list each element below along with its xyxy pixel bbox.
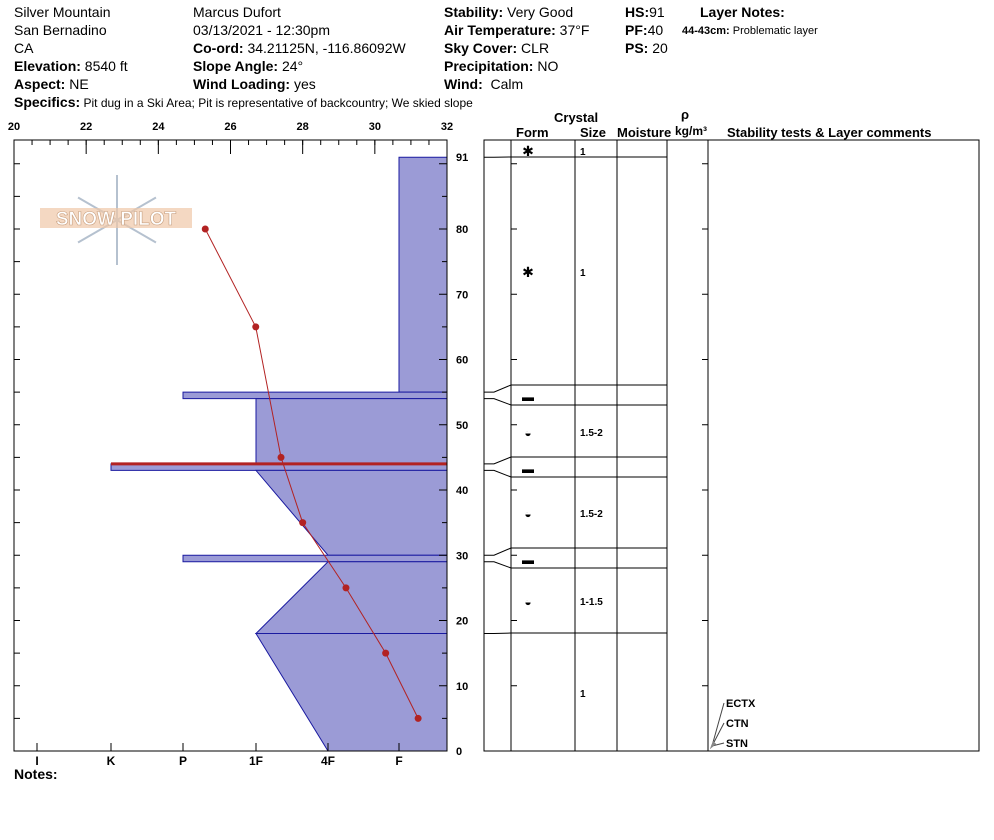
range: San Bernadino — [14, 22, 107, 38]
hardness-layer — [255, 633, 448, 752]
grain-form-icon: ◒ — [524, 426, 531, 440]
notes-label: Notes: — [14, 766, 58, 782]
observer: Marcus Dufort — [193, 4, 281, 20]
hardness-tick-label: 1F — [249, 754, 263, 768]
air-temp: Air Temperature: 37°F — [444, 22, 590, 38]
hs: HS:91 — [625, 4, 665, 20]
temp-tick-label: 30 — [369, 121, 381, 133]
grain-form-icon: ✱ — [522, 143, 534, 159]
temperature-point — [342, 584, 350, 592]
grain-form-icon: ▬ — [522, 390, 534, 404]
stability-test-label: CTN — [726, 718, 749, 730]
datetime: 03/13/2021 - 12:30pm — [193, 22, 330, 38]
coord: Co-ord: 34.21125N, -116.86092W — [193, 40, 406, 56]
specifics: Specifics: Pit dug in a Ski Area; Pit is… — [14, 94, 473, 110]
layer-connector — [484, 384, 512, 393]
temperature-point — [299, 519, 307, 527]
size-header: Size — [580, 125, 607, 140]
density-unit-header: kg/m³ — [675, 124, 708, 138]
rho-header: ρ — [681, 107, 690, 122]
depth-tick-label: 80 — [456, 224, 468, 236]
hardness-tick-label: K — [107, 754, 116, 768]
hardness-layer — [398, 156, 448, 393]
hardness-tick-label: F — [395, 754, 402, 768]
location: Silver Mountain — [14, 4, 111, 20]
layer-note: 44-43cm: Problematic layer — [682, 25, 818, 37]
temperature-point — [414, 714, 422, 722]
depth-tick-label: 70 — [456, 289, 468, 301]
grain-size: 1 — [580, 689, 586, 700]
moisture-header: Moisture — [617, 125, 672, 140]
temperature-point — [382, 649, 390, 657]
grain-form-icon: ✱ — [522, 264, 534, 280]
stability: Stability: Very Good — [444, 4, 574, 20]
slope-angle: Slope Angle: 24° — [193, 58, 304, 74]
depth-tick-label: 0 — [456, 746, 462, 758]
layer-connector — [484, 632, 512, 635]
temp-tick-label: 20 — [8, 121, 20, 133]
grain-form-icon: ◒ — [524, 595, 531, 609]
layer-connector — [484, 469, 512, 478]
stability-test-label: ECTX — [726, 698, 756, 710]
grain-size: 1.5-2 — [580, 509, 603, 520]
temp-tick-label: 32 — [441, 121, 453, 133]
hardness-layer — [182, 554, 448, 563]
precipitation: Precipitation: NO — [444, 58, 559, 74]
hardness-layer — [254, 469, 448, 556]
layer-connector — [484, 398, 512, 406]
temperature-point — [277, 453, 285, 461]
elevation: Elevation: 8540 ft — [14, 58, 128, 74]
layer-notes-label: Layer Notes: — [700, 4, 785, 20]
layer-table-frame — [483, 139, 980, 752]
temp-tick-label: 24 — [152, 121, 165, 133]
wind: Wind: Calm — [444, 76, 524, 92]
arrow-head-icon — [710, 741, 716, 749]
sky-cover: Sky Cover: CLR — [444, 40, 550, 56]
test-arrow — [711, 702, 725, 747]
stability-test-label: STN — [726, 738, 748, 750]
hardness-layer — [182, 391, 448, 400]
tests-header: Stability tests & Layer comments — [727, 125, 932, 140]
grain-size: 1 — [580, 147, 586, 158]
aspect: Aspect: NE — [14, 76, 89, 92]
grain-form-icon: ▬ — [522, 553, 534, 567]
crystal-header: Crystal — [554, 110, 599, 125]
state: CA — [14, 40, 34, 56]
wind-loading: Wind Loading: yes — [193, 76, 316, 92]
hardness-layer — [255, 398, 448, 465]
depth-tick-label: 30 — [456, 550, 468, 562]
grain-form-icon: ◒ — [524, 507, 531, 521]
hardness-tick-label: 4F — [321, 754, 335, 768]
depth-tick-label: 91 — [456, 152, 468, 164]
temp-tick-label: 28 — [297, 121, 309, 133]
hardness-tick-label: P — [179, 754, 187, 768]
logo-text: SNOW PILOT — [56, 209, 177, 230]
temp-tick-label: 22 — [80, 121, 92, 133]
depth-tick-label: 10 — [456, 681, 468, 693]
depth-tick-label: 60 — [456, 355, 468, 367]
grain-size: 1 — [580, 268, 586, 279]
temp-tick-label: 26 — [224, 121, 236, 133]
layer-connector — [484, 547, 512, 556]
depth-tick-label: 40 — [456, 485, 468, 497]
pf: PF:40 — [625, 22, 664, 38]
grain-size: 1-1.5 — [580, 597, 603, 608]
form-header: Form — [516, 125, 549, 140]
grain-size: 1.5-2 — [580, 428, 603, 439]
temperature-point — [201, 225, 209, 233]
ps: PS: 20 — [625, 40, 668, 56]
depth-tick-label: 50 — [456, 420, 468, 432]
layer-connector — [484, 561, 512, 569]
temperature-point — [252, 323, 260, 331]
grain-form-icon: ▬ — [522, 462, 534, 476]
hardness-tick-label: I — [35, 754, 38, 768]
layer-connector — [484, 456, 512, 465]
logo-banner — [40, 208, 192, 228]
depth-tick-label: 20 — [456, 616, 468, 628]
